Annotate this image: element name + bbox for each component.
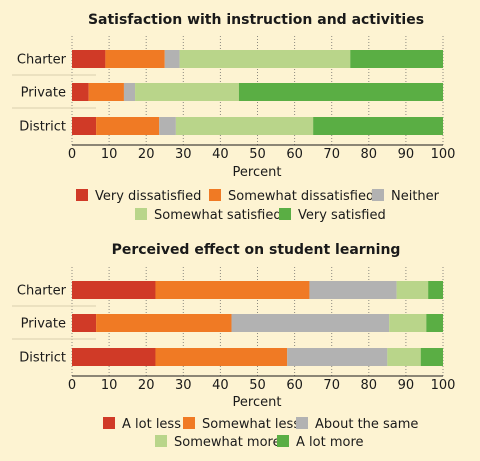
x-tick-label: 10 <box>101 378 118 393</box>
legend-swatch <box>103 417 115 429</box>
bar-private-somewhat-dissatisfied <box>88 83 124 101</box>
bar-district-a-lot-less <box>72 348 156 366</box>
legend-swatch <box>372 189 384 201</box>
bar-charter-very-satisfied <box>350 50 443 68</box>
bar-charter-about-the-same <box>309 281 397 299</box>
bar-charter-somewhat-satisfied <box>179 50 351 68</box>
legend-label: Somewhat less <box>202 417 300 432</box>
x-tick-label: 0 <box>68 147 76 162</box>
x-tick-label: 40 <box>212 147 229 162</box>
category-label: Charter <box>17 53 67 68</box>
bar-private-about-the-same <box>231 314 390 332</box>
x-tick-label: 40 <box>212 378 229 393</box>
category-label: Charter <box>17 284 67 299</box>
bar-district-about-the-same <box>287 348 388 366</box>
legend-label: Somewhat satisfied <box>154 208 282 223</box>
x-tick-label: 20 <box>138 147 155 162</box>
legend-label: Neither <box>391 189 440 204</box>
bar-charter-a-lot-more <box>428 281 443 299</box>
bar-district-somewhat-dissatisfied <box>96 117 160 135</box>
x-tick-label: 90 <box>398 147 415 162</box>
legend-label: Very satisfied <box>298 208 386 223</box>
bar-charter-somewhat-less <box>155 281 310 299</box>
x-tick-label: 0 <box>68 378 76 393</box>
bar-private-a-lot-more <box>426 314 443 332</box>
x-tick-label: 90 <box>398 378 415 393</box>
bar-district-very-dissatisfied <box>72 117 97 135</box>
chart-panel-1: Satisfaction with instruction and activi… <box>12 12 455 223</box>
bar-charter-somewhat-dissatisfied <box>105 50 165 68</box>
legend-swatch <box>183 417 195 429</box>
category-label: Private <box>21 317 66 332</box>
legend-swatch <box>296 417 308 429</box>
chart-title: Perceived effect on student learning <box>112 242 401 258</box>
x-tick-label: 80 <box>361 378 378 393</box>
bar-private-somewhat-more <box>389 314 427 332</box>
legend-swatch <box>76 189 88 201</box>
legend-label: A lot less <box>122 417 181 432</box>
bar-charter-neither <box>164 50 180 68</box>
category-label: Private <box>21 86 66 101</box>
legend-swatch <box>209 189 221 201</box>
x-tick-label: 70 <box>323 378 340 393</box>
x-tick-label: 20 <box>138 378 155 393</box>
legend-swatch <box>279 208 291 220</box>
x-tick-label: 100 <box>431 378 456 393</box>
x-axis-label: Percent <box>233 165 282 180</box>
legend-label: Somewhat more <box>174 435 281 450</box>
bar-private-very-satisfied <box>238 83 443 101</box>
x-tick-label: 50 <box>249 147 266 162</box>
x-tick-label: 60 <box>286 147 303 162</box>
x-tick-label: 30 <box>175 147 192 162</box>
x-axis-label: Percent <box>233 395 282 410</box>
legend-swatch <box>155 435 167 447</box>
x-tick-label: 80 <box>361 147 378 162</box>
bar-district-neither <box>159 117 176 135</box>
x-tick-label: 70 <box>323 147 340 162</box>
legend-swatch <box>277 435 289 447</box>
x-tick-label: 60 <box>286 378 303 393</box>
x-tick-label: 10 <box>101 147 118 162</box>
bar-district-a-lot-more <box>420 348 443 366</box>
x-tick-label: 50 <box>249 378 266 393</box>
legend-label: About the same <box>315 417 418 432</box>
legend-label: A lot more <box>296 435 364 450</box>
bar-private-neither <box>123 83 136 101</box>
bar-district-somewhat-less <box>155 348 288 366</box>
bar-private-a-lot-less <box>72 314 97 332</box>
bar-district-somewhat-more <box>387 348 421 366</box>
category-label: District <box>19 120 66 135</box>
x-tick-label: 100 <box>431 147 456 162</box>
legend-label: Very dissatisfied <box>95 189 201 204</box>
bar-charter-a-lot-less <box>72 281 156 299</box>
legend-label: Somewhat dissatisfied <box>228 189 374 204</box>
category-label: District <box>19 351 66 366</box>
bar-private-somewhat-satisfied <box>135 83 239 101</box>
legend-swatch <box>135 208 147 220</box>
x-tick-label: 30 <box>175 378 192 393</box>
chart-title: Satisfaction with instruction and activi… <box>88 12 424 28</box>
chart-panel-2: Perceived effect on student learning Char… <box>12 242 455 450</box>
bar-charter-very-dissatisfied <box>72 50 106 68</box>
bar-charter-somewhat-more <box>396 281 429 299</box>
bar-district-very-satisfied <box>313 117 443 135</box>
bar-private-somewhat-less <box>96 314 232 332</box>
bar-private-very-dissatisfied <box>72 83 89 101</box>
bar-district-somewhat-satisfied <box>175 117 314 135</box>
